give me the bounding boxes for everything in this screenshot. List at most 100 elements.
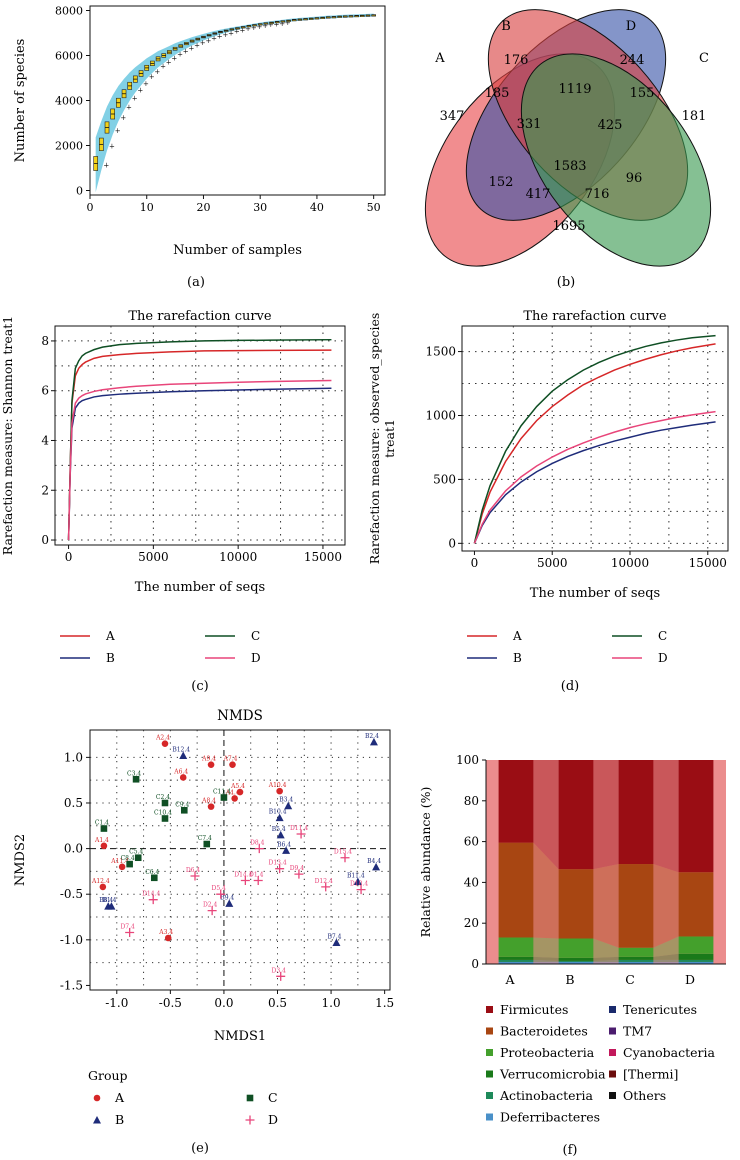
point-A — [100, 842, 108, 850]
point-label: C3.4 — [127, 770, 141, 777]
legend-label: Actinobacteria — [499, 1088, 593, 1103]
legend-label-A: A — [105, 629, 115, 643]
point-A — [276, 787, 283, 795]
legend-label-C: C — [251, 629, 260, 643]
bar-segment-Proteobacteria — [678, 936, 714, 954]
bar-segment-Verrucomicrobia — [498, 956, 534, 960]
outlier-mark: + — [245, 25, 251, 33]
venn-region-count: 176 — [504, 53, 529, 68]
bar-segment-Proteobacteria — [618, 947, 654, 957]
point-label: D2.4 — [203, 902, 218, 909]
legend-marker-C — [246, 1094, 254, 1102]
legend-swatch — [486, 1070, 493, 1078]
connector-Actinobacteria — [533, 959, 559, 962]
panel-label-b: (b) — [557, 275, 575, 290]
point-B — [107, 902, 116, 910]
connector-Bacteroidetes — [533, 842, 559, 939]
legend-label: Cyanobacteria — [623, 1045, 716, 1060]
point-B — [276, 830, 285, 839]
legend-swatch — [609, 1092, 616, 1099]
point-label: D6.4 — [186, 867, 201, 874]
y-axis-label: Number of species — [13, 39, 28, 163]
x-tick-label: 15000 — [689, 556, 727, 570]
point-label: A10.4 — [268, 782, 287, 789]
connector-Bacteroidetes — [593, 864, 619, 948]
point-label: A4.4 — [225, 789, 240, 796]
point-label: C11.4 — [213, 789, 231, 796]
outlier-mark: + — [268, 21, 274, 29]
venn-region-count: 244 — [620, 53, 645, 68]
point-label: C10.4 — [154, 809, 172, 816]
bar-segment-Bacteroidetes — [618, 864, 654, 948]
legend-label: Verrucomicrobia — [499, 1067, 606, 1082]
legend-label-B: B — [106, 651, 115, 665]
chart-title: The rarefaction curve — [128, 309, 272, 324]
series-line-C — [67, 338, 332, 541]
venn-region-count: 331 — [517, 117, 542, 132]
point-label: B12.4 — [172, 747, 190, 754]
connector-Deferribacteres — [653, 961, 679, 964]
point-label: D3.4 — [272, 967, 287, 974]
x-tick-label: 10000 — [219, 550, 257, 564]
chart-title: The rarefaction curve — [523, 309, 667, 324]
venn-region-count: 716 — [585, 187, 610, 202]
point-B — [332, 938, 341, 947]
point-A — [164, 934, 172, 942]
x-tick-label: 1.0 — [322, 996, 341, 1010]
panel-b-venn-diagram: A B D C 347 176 244 181 185 1119 155 331 425 152 1583 9… — [424, 9, 712, 267]
connector-Actinobacteria — [653, 959, 679, 962]
y-tick-label: 8000 — [55, 5, 83, 18]
legend-label-A: A — [512, 629, 522, 643]
connector-Verrucomicrobia — [653, 953, 679, 960]
y-tick-label: 1.0 — [64, 750, 83, 764]
x-tick-label: D — [685, 972, 695, 987]
y-tick-label: 0 — [41, 533, 49, 547]
y-tick-label: 0.5 — [64, 796, 83, 810]
x-tick-label: -0.5 — [159, 996, 182, 1010]
legend-label-C: C — [658, 629, 667, 643]
point-A — [236, 788, 244, 796]
venn-region-count: 1583 — [553, 159, 586, 174]
x-tick-label: A — [504, 972, 515, 987]
point-label: D12.4 — [315, 878, 333, 885]
legend-swatch — [609, 1070, 616, 1078]
plot-frame — [461, 325, 729, 552]
outlier-mark: + — [137, 86, 143, 94]
point-C — [180, 806, 188, 814]
outlier-mark: + — [205, 37, 211, 45]
point-label: A7.4 — [223, 756, 238, 763]
point-label: B9.4 — [220, 894, 234, 901]
point-B — [372, 862, 381, 871]
y-axis-label-line2: treat1 — [382, 419, 397, 458]
plot-frame — [54, 325, 346, 546]
point-label: B5.4 — [272, 826, 286, 833]
y-tick-label: 20 — [464, 916, 479, 930]
bar-segment-Bacteroidetes — [498, 842, 534, 938]
outlier-mark: + — [217, 33, 223, 41]
x-tick-label: 15000 — [304, 550, 342, 564]
point-label: A6.4 — [173, 768, 188, 775]
connector-Proteobacteria — [653, 936, 679, 957]
point-B — [179, 751, 188, 760]
point-D — [254, 844, 264, 854]
bar-segment-Actinobacteria — [678, 959, 714, 962]
legend-label: TM7 — [623, 1024, 652, 1039]
outlier-mark: + — [274, 21, 280, 29]
y-tick-label: 60 — [464, 835, 479, 849]
series-line-B — [67, 387, 332, 541]
x-tick-label: 0 — [471, 556, 479, 570]
point-label: B11.4 — [347, 872, 365, 879]
outlier-mark: + — [103, 162, 109, 170]
legend-label-C: C — [268, 1090, 278, 1105]
point-C — [150, 874, 158, 882]
panel-a-rarefaction-boxplot: +++++++++++++ + + + + + + + + + + + + + + + + + + + +0 10 20 30… — [13, 5, 386, 258]
y-tick-label: 6 — [41, 384, 49, 398]
x-tick-label: 1.5 — [375, 996, 394, 1010]
point-A — [118, 863, 126, 871]
y-tick-label: 0.0 — [64, 842, 83, 856]
connector-Proteobacteria — [533, 937, 559, 958]
outlier-mark: + — [166, 58, 172, 66]
venn-region-count: 425 — [598, 118, 623, 133]
connector-Deferribacteres — [593, 961, 619, 964]
bar-segment-Firmicutes — [498, 760, 534, 843]
